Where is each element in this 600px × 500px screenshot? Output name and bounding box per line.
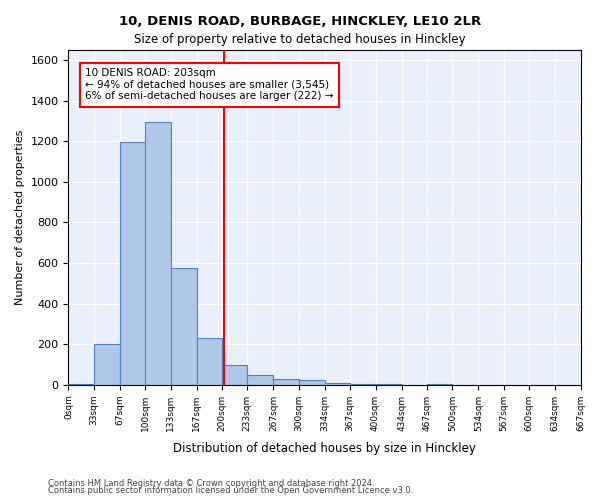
Bar (274, 378, 299, 385)
Bar (120, 142, 145, 385)
Text: 10 DENIS ROAD: 203sqm
← 94% of detached houses are smaller (3,545)
6% of semi-de: 10 DENIS ROAD: 203sqm ← 94% of detached … (85, 68, 334, 102)
Text: Contains public sector information licensed under the Open Government Licence v3: Contains public sector information licen… (48, 486, 413, 495)
Text: 10, DENIS ROAD, BURBAGE, HINCKLEY, LE10 2LR: 10, DENIS ROAD, BURBAGE, HINCKLEY, LE10 … (119, 15, 481, 28)
Bar (222, 364, 247, 385)
Bar (325, 383, 350, 385)
Bar (247, 374, 274, 385)
Bar (350, 384, 376, 385)
Bar (376, 384, 401, 385)
X-axis label: Distribution of detached houses by size in Hinckley: Distribution of detached houses by size … (173, 442, 476, 455)
Bar (170, 268, 197, 385)
Y-axis label: Number of detached properties: Number of detached properties (15, 130, 25, 305)
Bar (94, 344, 120, 385)
Bar (145, 122, 170, 385)
Text: Size of property relative to detached houses in Hinckley: Size of property relative to detached ho… (134, 32, 466, 46)
Bar (299, 380, 325, 385)
Bar (68, 384, 94, 385)
Bar (197, 338, 222, 385)
Text: Contains HM Land Registry data © Crown copyright and database right 2024.: Contains HM Land Registry data © Crown c… (48, 478, 374, 488)
